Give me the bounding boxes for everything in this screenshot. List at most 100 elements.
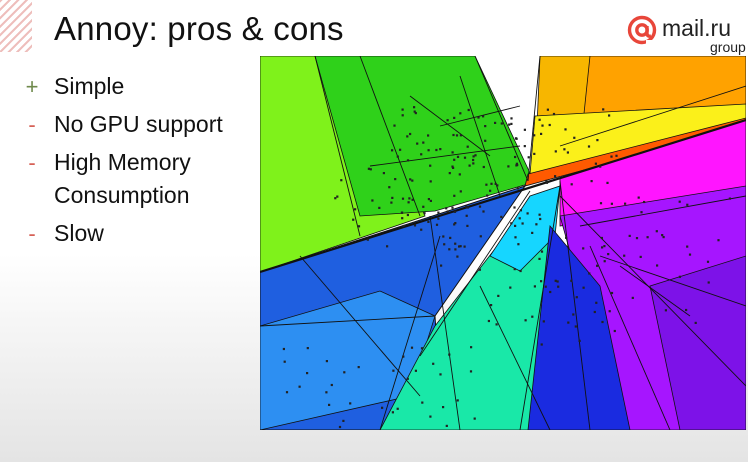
data-point <box>306 372 309 375</box>
data-point <box>595 301 598 304</box>
data-point <box>578 339 581 342</box>
data-point <box>342 419 345 422</box>
data-point <box>393 124 396 127</box>
data-point <box>535 223 538 226</box>
data-point <box>539 217 542 221</box>
data-point <box>458 173 461 176</box>
partition-figure <box>260 56 746 430</box>
data-point <box>343 371 346 374</box>
data-point <box>338 425 342 429</box>
data-point <box>453 210 457 213</box>
data-point <box>606 181 609 184</box>
data-point <box>664 309 667 312</box>
data-point <box>526 212 529 215</box>
data-point <box>686 245 689 248</box>
data-point <box>429 199 432 202</box>
data-point <box>401 217 404 220</box>
data-point <box>628 234 631 237</box>
data-point <box>602 108 605 111</box>
data-point <box>544 285 547 288</box>
data-point <box>523 145 526 148</box>
minus-marker: - <box>28 112 36 137</box>
data-point <box>509 286 512 289</box>
data-point <box>439 373 442 376</box>
data-point <box>411 198 414 201</box>
data-point <box>549 290 552 294</box>
data-point <box>655 230 658 233</box>
pro-item: + Simple <box>22 70 252 103</box>
data-point <box>538 257 541 260</box>
data-point <box>414 369 417 372</box>
data-point <box>400 211 403 214</box>
data-point <box>527 156 530 159</box>
data-point <box>453 116 456 119</box>
data-point <box>572 313 575 316</box>
data-point <box>496 184 499 187</box>
data-point <box>472 158 475 162</box>
data-point <box>452 166 455 169</box>
data-point <box>367 167 370 170</box>
data-point <box>686 203 689 206</box>
data-point <box>554 175 557 178</box>
data-point <box>500 215 503 218</box>
data-point <box>678 200 681 203</box>
data-point <box>538 213 541 216</box>
data-point <box>391 411 394 414</box>
data-point <box>706 260 710 263</box>
data-point <box>596 139 599 142</box>
data-point <box>401 114 404 117</box>
data-point <box>357 225 361 228</box>
data-point <box>392 369 395 372</box>
data-point <box>593 310 596 314</box>
data-point <box>406 159 410 162</box>
data-point <box>406 135 409 138</box>
data-point <box>507 165 510 168</box>
data-point <box>588 272 591 275</box>
data-point <box>514 236 517 239</box>
data-point <box>508 123 511 126</box>
data-point <box>427 134 430 137</box>
data-point <box>463 156 467 159</box>
data-point <box>565 236 568 239</box>
data-point <box>554 150 557 153</box>
data-point <box>494 121 497 124</box>
data-point <box>402 355 405 358</box>
data-point <box>325 360 328 363</box>
data-point <box>448 248 451 251</box>
data-point <box>366 238 369 241</box>
data-point <box>454 242 457 245</box>
data-point <box>394 178 397 181</box>
data-point <box>386 245 389 248</box>
data-point <box>459 112 462 115</box>
data-point <box>510 222 513 225</box>
data-point <box>440 264 443 267</box>
data-point <box>600 236 603 240</box>
data-point <box>546 108 549 111</box>
data-point <box>533 134 536 137</box>
data-point <box>442 406 445 409</box>
data-point <box>414 112 417 115</box>
data-point <box>390 201 393 204</box>
data-point <box>396 407 399 410</box>
data-point <box>432 362 435 365</box>
data-point <box>465 214 468 217</box>
data-point <box>482 115 485 118</box>
bullet-text: High Memory Consumption <box>54 149 191 208</box>
data-point <box>285 391 289 394</box>
data-point <box>456 255 459 258</box>
at-sign-icon <box>627 15 657 45</box>
data-point <box>399 148 402 151</box>
data-point <box>478 205 482 208</box>
data-point <box>459 190 462 193</box>
data-point <box>451 151 454 154</box>
data-point <box>500 122 503 125</box>
data-point <box>413 110 416 113</box>
data-point <box>519 209 522 212</box>
data-point <box>570 183 573 186</box>
data-point <box>448 353 451 356</box>
data-point <box>523 128 526 131</box>
data-point <box>474 154 477 157</box>
data-point <box>463 245 466 248</box>
logo-subtitle: group <box>710 39 746 55</box>
data-point <box>354 208 357 211</box>
